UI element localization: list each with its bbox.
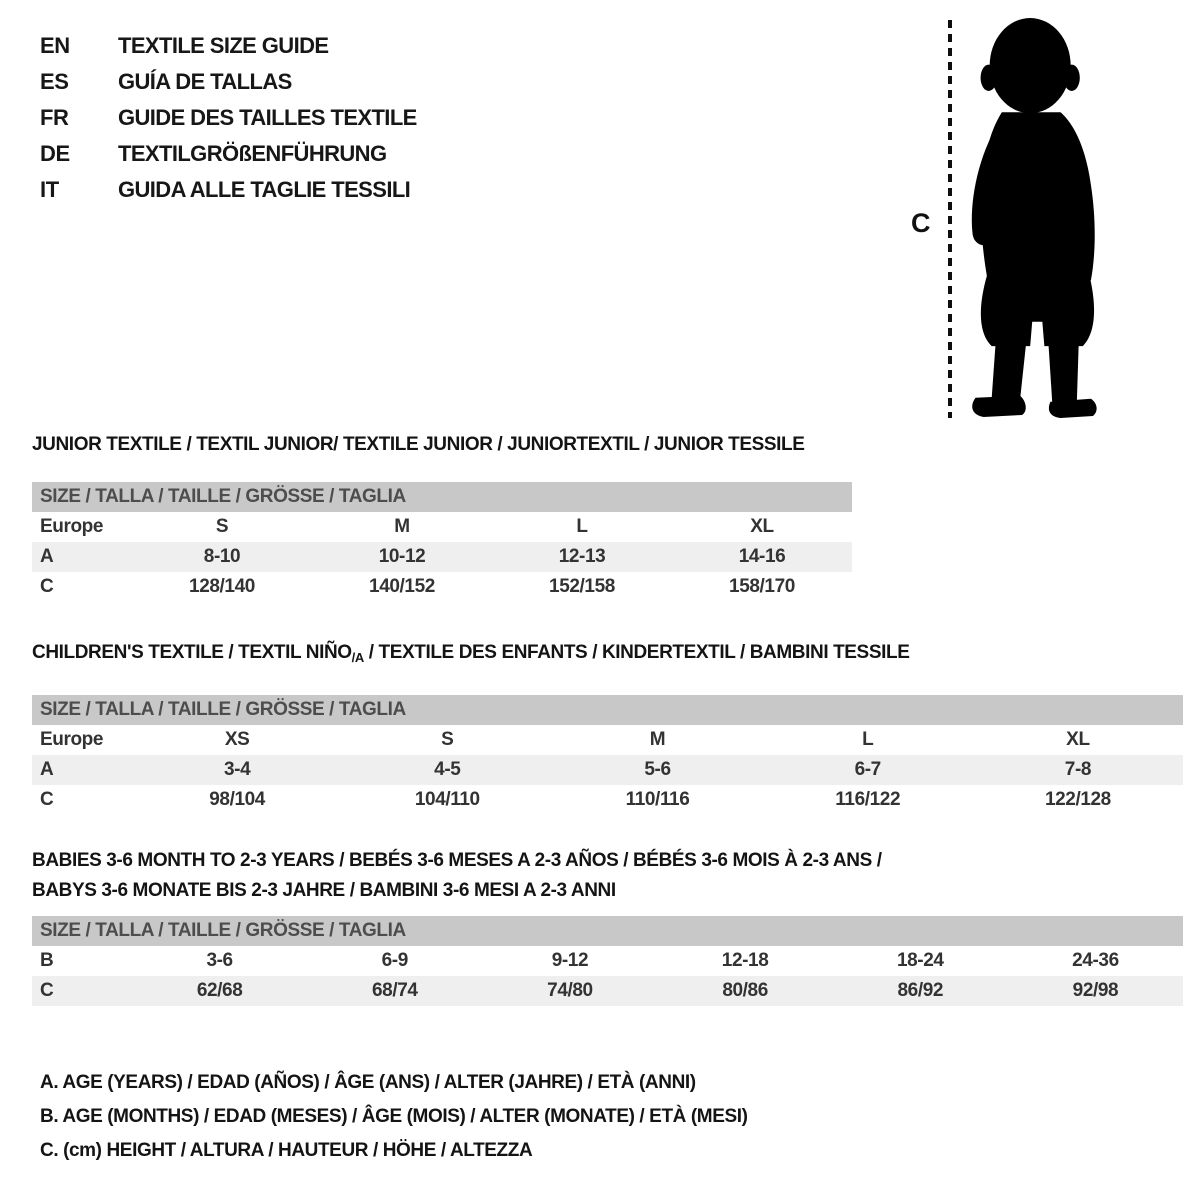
language-code: ES [40, 69, 69, 94]
legend: A. AGE (YEARS) / EDAD (AÑOS) / ÂGE (ANS)… [40, 1066, 748, 1168]
size-col-header: S [215, 516, 229, 537]
age-value: 14-16 [738, 546, 786, 567]
babies-section-title-line1: BABIES 3-6 MONTH TO 2-3 YEARS / BEBÉS 3-… [32, 850, 882, 871]
height-value: 104/110 [414, 789, 480, 810]
size-col-header: XS [224, 729, 250, 750]
junior-europe-row: Europe S M L XL [32, 512, 852, 542]
region-label: Europe [40, 516, 104, 537]
size-col-header: S [441, 729, 454, 750]
row-label: C [40, 980, 54, 1001]
height-value: 158/170 [729, 576, 795, 597]
language-row-de: DE TEXTILGRÖßENFÜHRUNG [40, 136, 417, 172]
row-label: C [40, 576, 54, 597]
baby-silhouette-icon [971, 18, 1097, 418]
months-value: 24-36 [1072, 950, 1119, 971]
children-size-header-bar: SIZE / TALLA / TAILLE / GRÖSSE / TAGLIA [32, 695, 1183, 725]
children-age-row: A 3-4 4-5 5-6 6-7 7-8 [32, 755, 1183, 785]
height-measure-dashed-line [948, 20, 952, 418]
age-value: 7-8 [1064, 759, 1092, 780]
age-value: 4-5 [434, 759, 461, 780]
months-value: 3-6 [206, 950, 233, 971]
junior-textile-section: JUNIOR TEXTILE / TEXTIL JUNIOR/ TEXTILE … [32, 434, 852, 602]
row-label: A [40, 546, 54, 567]
months-value: 12-18 [721, 950, 769, 971]
babies-size-header-bar: SIZE / TALLA / TAILLE / GRÖSSE / TAGLIA [32, 916, 1183, 946]
children-textile-section: CHILDREN'S TEXTILE / TEXTIL NIÑO/A / TEX… [32, 642, 1183, 815]
row-label: A [40, 759, 54, 780]
size-col-header: M [649, 729, 666, 750]
guide-title-es: GUÍA DE TALLAS [118, 69, 292, 94]
age-value: 10-12 [378, 546, 426, 567]
children-section-title: CHILDREN'S TEXTILE / TEXTIL NIÑO/A / TEX… [32, 642, 1183, 668]
babies-height-row: C 62/68 68/74 74/80 80/86 86/92 92/98 [32, 976, 1183, 1006]
age-value: 3-4 [223, 759, 251, 780]
height-value: 116/122 [835, 789, 901, 810]
height-figure: C [905, 10, 1165, 430]
legend-line-a: A. AGE (YEARS) / EDAD (AÑOS) / ÂGE (ANS)… [40, 1072, 696, 1093]
age-value: 6-7 [854, 759, 882, 780]
size-col-header: XL [1066, 729, 1090, 750]
height-value: 62/68 [196, 980, 243, 1001]
height-value: 74/80 [547, 980, 593, 1001]
height-value: 92/98 [1072, 980, 1119, 1001]
junior-section-title: JUNIOR TEXTILE / TEXTIL JUNIOR/ TEXTILE … [32, 434, 805, 455]
region-label: Europe [40, 729, 104, 750]
junior-age-row: A 8-10 10-12 12-13 14-16 [32, 542, 852, 572]
language-row-en: EN TEXTILE SIZE GUIDE [40, 28, 417, 64]
height-value: 80/86 [722, 980, 768, 1001]
language-row-it: IT GUIDA ALLE TAGLIE TESSILI [40, 172, 417, 208]
junior-height-row: C 128/140 140/152 152/158 158/170 [32, 572, 852, 602]
guide-title-de: TEXTILGRÖßENFÜHRUNG [118, 141, 387, 166]
height-value: 128/140 [189, 576, 255, 597]
size-col-header: L [862, 729, 874, 750]
row-label: B [40, 950, 54, 971]
months-value: 18-24 [896, 950, 944, 971]
babies-section-title-line2: BABYS 3-6 MONATE BIS 2-3 JAHRE / BAMBINI… [32, 880, 616, 901]
children-title-part2: / TEXTILE DES ENFANTS / KINDERTEXTIL / B… [363, 642, 910, 663]
legend-line-c: C. (cm) HEIGHT / ALTURA / HAUTEUR / HÖHE… [40, 1140, 533, 1161]
months-value: 6-9 [381, 950, 409, 971]
size-col-header: M [394, 516, 410, 537]
language-code: DE [40, 141, 70, 166]
babies-months-row: B 3-6 6-9 9-12 12-18 18-24 24-36 [32, 946, 1183, 976]
age-value: 5-6 [644, 759, 671, 780]
children-title-part1: CHILDREN'S TEXTILE / TEXTIL NIÑO [32, 642, 352, 663]
guide-title-en: TEXTILE SIZE GUIDE [118, 33, 329, 58]
row-label: C [40, 789, 54, 810]
language-title-list: EN TEXTILE SIZE GUIDE ES GUÍA DE TALLAS … [40, 28, 417, 208]
children-title-subscript: /A [351, 650, 365, 665]
height-value: 152/158 [549, 576, 615, 597]
language-code: FR [40, 105, 69, 130]
height-measure-label: C [911, 208, 931, 238]
junior-size-header-bar: SIZE / TALLA / TAILLE / GRÖSSE / TAGLIA [32, 482, 852, 512]
children-height-row: C 98/104 104/110 110/116 116/122 122/128 [32, 785, 1183, 815]
height-value: 110/116 [625, 789, 690, 810]
legend-line-b: B. AGE (MONTHS) / EDAD (MESES) / ÂGE (MO… [40, 1106, 748, 1127]
language-row-es: ES GUÍA DE TALLAS [40, 64, 417, 100]
children-europe-row: Europe XS S M L XL [32, 725, 1183, 755]
height-value: 86/92 [897, 980, 944, 1001]
language-row-fr: FR GUIDE DES TAILLES TEXTILE [40, 100, 417, 136]
guide-title-it: GUIDA ALLE TAGLIE TESSILI [118, 177, 411, 202]
babies-textile-section: BABIES 3-6 MONTH TO 2-3 YEARS / BEBÉS 3-… [32, 846, 1183, 1006]
language-code: EN [40, 33, 70, 58]
height-value: 140/152 [369, 576, 435, 597]
language-code: IT [40, 177, 59, 202]
height-value: 122/128 [1044, 789, 1111, 810]
months-value: 9-12 [551, 950, 589, 971]
guide-title-fr: GUIDE DES TAILLES TEXTILE [118, 105, 417, 130]
age-value: 12-13 [558, 546, 606, 567]
height-value: 68/74 [371, 980, 418, 1001]
size-col-header: XL [750, 516, 774, 537]
height-value: 98/104 [209, 789, 265, 810]
age-value: 8-10 [203, 546, 241, 567]
size-col-header: L [576, 516, 588, 537]
